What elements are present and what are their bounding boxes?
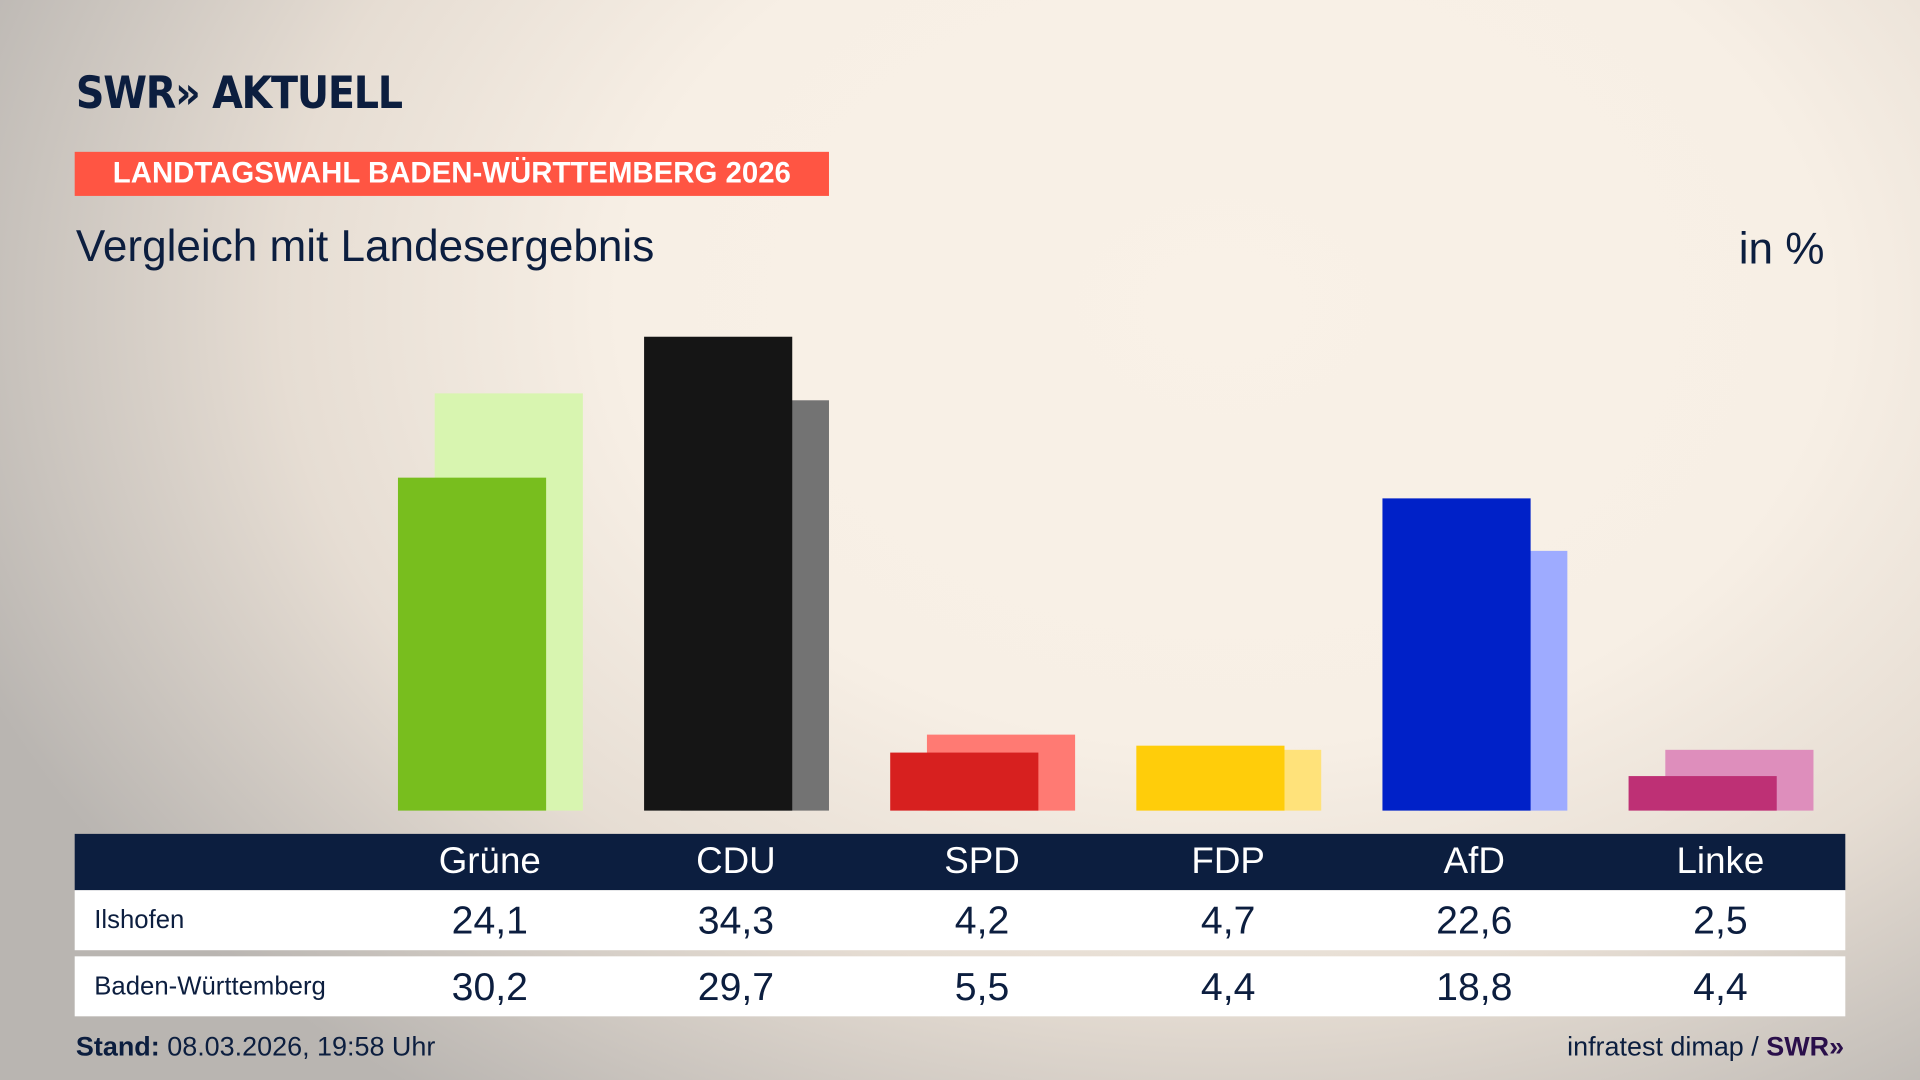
bar-local-linke [1628,776,1777,811]
row-label: Ilshofen [94,905,185,934]
value-label: 4,2 [954,897,1010,942]
table-row-local: Ilshofen 24,1 34,3 4,2 4,7 22,6 2,5 [74,890,1846,951]
column-header: AfD [1443,841,1505,882]
value-label: 4,4 [1200,963,1256,1008]
bar-chart [397,336,1814,811]
value-label: 5,5 [954,963,1010,1008]
row-label: Baden-Württemberg [94,971,326,1000]
column-header: Grüne [438,841,541,882]
bar-local-afd [1382,498,1531,811]
table-row-state: Baden-Württemberg 30,2 29,7 5,5 4,4 18,8 4,4 [74,956,1846,1017]
value-label: 22,6 [1436,897,1513,942]
swr-logo: SWR» [1766,1031,1845,1062]
column-header: Linke [1676,841,1765,882]
column-header: SPD [944,841,1020,882]
unit-label: in % [1738,222,1825,274]
value-label: 2,5 [1693,897,1748,942]
bar-local-grüne [397,477,547,811]
election-banner: LANDTAGSWAHL BADEN-WÜRTTEMBERG 2026 [74,151,829,196]
column-header: FDP [1191,841,1265,882]
stand-label: Stand: [75,1031,160,1062]
value-label: 4,7 [1200,897,1256,942]
chart-subtitle: Vergleich mit Landesergebnis [75,220,655,271]
value-label: 18,8 [1436,963,1513,1008]
timestamp: Stand: 08.03.2026, 19:58 Uhr [76,1031,435,1063]
value-label: 29,7 [697,963,775,1008]
results-table: Grüne CDU SPD FDP AfD Linke Ilshofen 24,1 34,3 4… [74,833,1846,1017]
table-header: Grüne CDU SPD FDP AfD Linke [74,833,1846,891]
value-label: 30,2 [451,963,528,1008]
value-label: 34,3 [697,897,775,942]
value-label: 4,4 [1693,963,1748,1008]
source-text: infratest dimap / [1567,1031,1759,1062]
source: infratest dimap / SWR» [1567,1031,1844,1063]
bar-local-fdp [1136,745,1285,811]
bar-local-spd [890,752,1039,811]
stand-value: 08.03.2026, 19:58 Uhr [167,1031,436,1062]
bar-local-cdu [644,336,793,811]
value-label: 24,1 [451,897,528,942]
swr-aktuell-logo: SWR» AKTUELL [75,68,403,119]
column-header: CDU [696,841,776,882]
